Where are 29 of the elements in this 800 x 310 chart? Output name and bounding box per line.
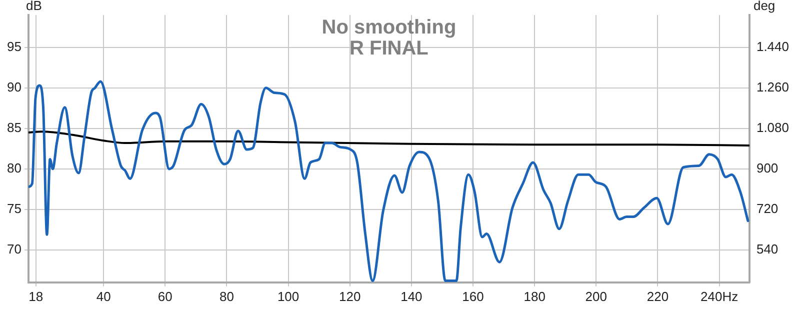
y2-tick-label: 1.260 (756, 80, 790, 95)
y-tick-label: 95 (6, 38, 22, 54)
y2-tick-label: 720 (756, 201, 778, 216)
y-tick-label: 80 (6, 160, 22, 176)
y-tick-label: 90 (6, 80, 22, 95)
y-tick-label: 75 (6, 201, 22, 216)
x-tick-label: 220 (646, 288, 669, 304)
x-tick-label: 120 (339, 288, 361, 304)
y2-tick-label: 540 (756, 242, 778, 257)
y2-tick-label: 1.440 (756, 38, 790, 54)
x-tick-label: 100 (277, 288, 300, 304)
y2-tick-label: 900 (756, 160, 778, 176)
x-tick-label: 80 (219, 288, 234, 304)
y2-tick-label: 1.080 (756, 120, 790, 136)
x-tick-label: 160 (462, 288, 484, 304)
x-tick-label: 60 (158, 288, 172, 304)
y2-axis-title: deg (753, 0, 776, 14)
y-tick-label: 70 (6, 242, 22, 257)
x-tick-label: 240Hz (700, 288, 738, 304)
chart-title: No smoothing (322, 16, 456, 39)
line-series (28, 130, 750, 146)
x-tick-label: 40 (96, 288, 111, 304)
x-tick-label: 200 (585, 288, 608, 304)
x-tick-label: 140 (400, 288, 422, 304)
x-tick-label: 180 (524, 288, 546, 304)
y-axis-title: dB (26, 0, 42, 14)
y-tick-label: 85 (6, 120, 22, 136)
x-tick-label: 18 (28, 288, 44, 304)
text: R FINAL (350, 38, 428, 60)
